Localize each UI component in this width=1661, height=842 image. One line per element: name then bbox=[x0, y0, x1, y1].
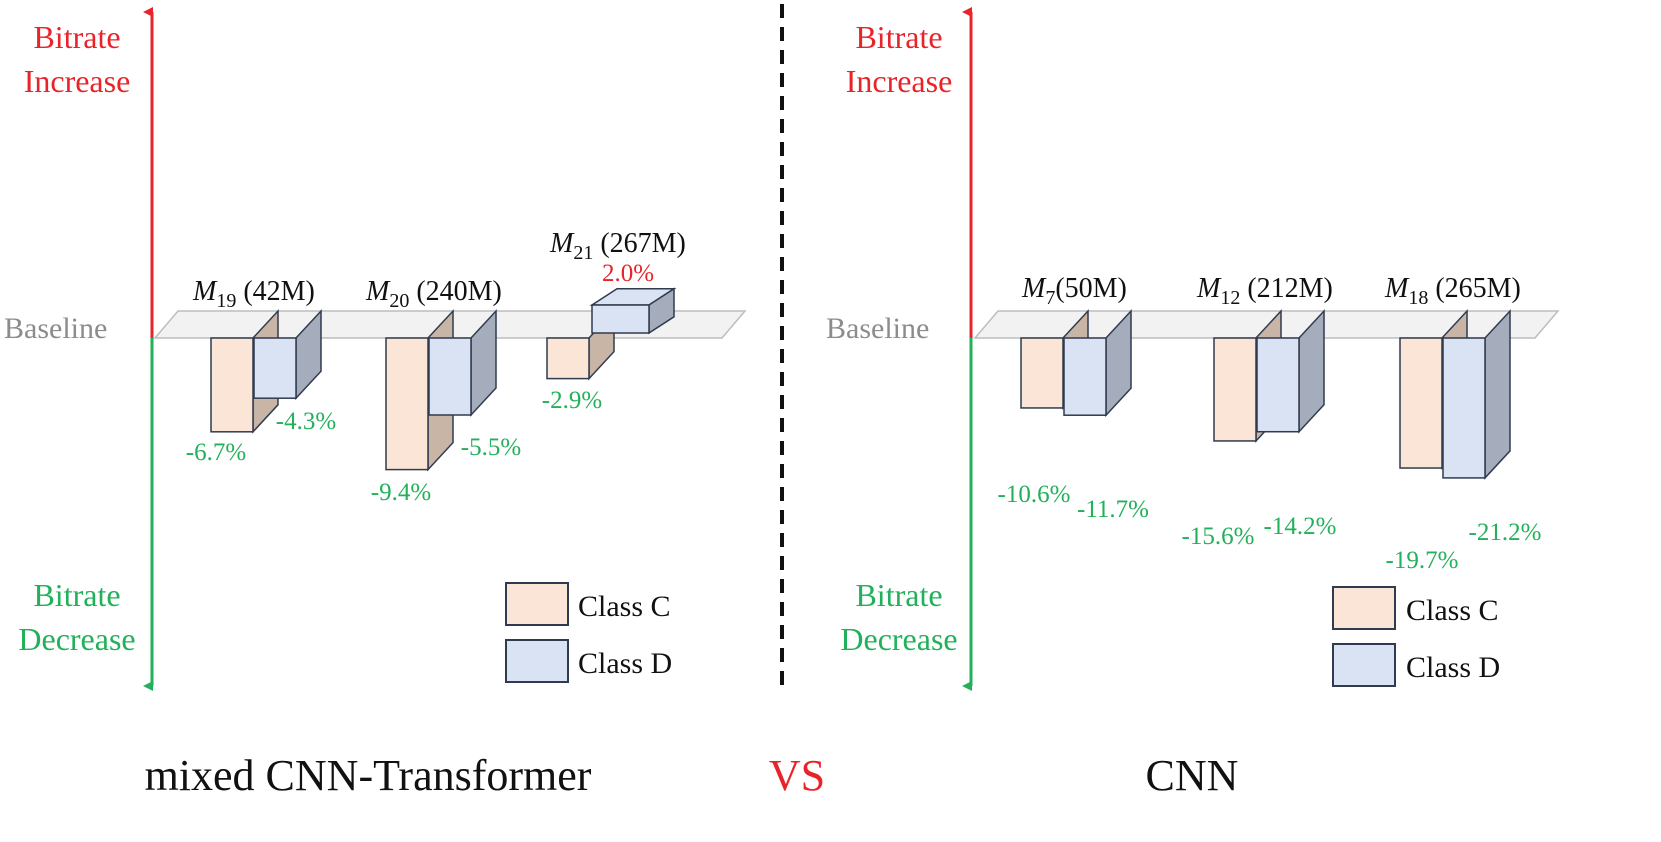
bar-class-d-2 bbox=[1442, 309, 1511, 480]
bars: M7(50M) -10.6%-11.7% M12 (212M) -15.6% -14.2… bbox=[998, 273, 1542, 574]
bar-class-d-0 bbox=[253, 309, 322, 401]
value-label-class-c-1: -9.4% bbox=[371, 479, 431, 506]
legend-label-class-c: Class C bbox=[1406, 594, 1499, 627]
value-label-class-d-0: -11.7% bbox=[1077, 496, 1149, 523]
bar-class-c-2-front bbox=[1399, 337, 1443, 469]
group-label-0: M19 (42M) bbox=[192, 276, 315, 312]
value-label-class-d-2: -21.2% bbox=[1469, 519, 1542, 546]
increase-label-line1: Bitrate bbox=[855, 19, 942, 55]
value-label-class-c-2: -2.9% bbox=[542, 387, 602, 414]
legend-swatch-class-d bbox=[1332, 643, 1396, 687]
increase-label-line2: Increase bbox=[24, 63, 131, 99]
bar-class-c-2-front bbox=[546, 337, 590, 380]
bar-class-d-1-front bbox=[1256, 337, 1300, 433]
bar-class-d-2-front bbox=[591, 304, 650, 334]
decrease-label-line2: Decrease bbox=[18, 621, 135, 657]
group-label-0: M7(50M) bbox=[1021, 273, 1127, 309]
value-label-class-c-0: -10.6% bbox=[998, 481, 1071, 508]
bar-class-c-0-front bbox=[1020, 337, 1064, 409]
bar-class-d-1-front bbox=[428, 337, 472, 416]
value-label-class-d-2: 2.0% bbox=[602, 260, 654, 287]
panel-mixed-cnn-transformer: Bitrate Increase Bitrate Decrease Baseli… bbox=[4, 7, 747, 691]
legend-swatch-class-c bbox=[505, 582, 569, 626]
legend-swatch-class-d bbox=[505, 639, 569, 683]
decrease-label-line1: Bitrate bbox=[855, 577, 942, 613]
footer-right-label: CNN bbox=[1146, 751, 1239, 800]
group-label-2: M18 (265M) bbox=[1384, 273, 1521, 309]
bar-class-c-1-front bbox=[1213, 337, 1257, 442]
value-label-class-c-2: -19.7% bbox=[1386, 547, 1459, 574]
group-label-1: M20 (240M) bbox=[365, 276, 502, 312]
value-label-class-c-1: -15.6% bbox=[1182, 523, 1255, 550]
baseline-label: Baseline bbox=[4, 312, 107, 345]
bar-class-d-2-side bbox=[1484, 309, 1511, 480]
bar-class-c-0-front bbox=[210, 337, 254, 433]
bar-class-d-0 bbox=[1063, 309, 1132, 418]
baseline-label: Baseline bbox=[826, 312, 929, 345]
panel-cnn: Bitrate Increase Bitrate Decrease Baseli… bbox=[826, 7, 1560, 691]
value-label-class-d-0: -4.3% bbox=[276, 408, 336, 435]
bars: M19 (42M) -6.7% -4.3% M20 (240M) -9.4% -5.5% M… bbox=[186, 228, 686, 506]
group-label-2: M21 (267M) bbox=[549, 228, 686, 264]
legend-swatch-class-c bbox=[1332, 586, 1396, 630]
legend-label-class-c: Class C bbox=[578, 590, 671, 623]
increase-label-line2: Increase bbox=[846, 63, 953, 99]
bar-class-d-0-front bbox=[1063, 337, 1107, 416]
decrease-label-line1: Bitrate bbox=[33, 577, 120, 613]
bar-class-d-1 bbox=[1256, 309, 1325, 434]
group-label-1: M12 (212M) bbox=[1196, 273, 1333, 309]
legend-label-class-d: Class D bbox=[578, 647, 672, 680]
bar-class-c-1-front bbox=[385, 337, 429, 471]
decrease-label-line2: Decrease bbox=[840, 621, 957, 657]
footer-vs-label: VS bbox=[769, 751, 825, 800]
bar-class-d-2-front bbox=[1442, 337, 1486, 479]
bar-class-d-2 bbox=[589, 287, 677, 335]
increase-label-line1: Bitrate bbox=[33, 19, 120, 55]
value-label-class-d-1: -14.2% bbox=[1264, 513, 1337, 540]
legend-label-class-d: Class D bbox=[1406, 651, 1500, 684]
value-label-class-c-0: -6.7% bbox=[186, 439, 246, 466]
bar-class-d-1 bbox=[428, 309, 497, 417]
footer-left-label: mixed CNN-Transformer bbox=[145, 751, 592, 800]
value-label-class-d-1: -5.5% bbox=[461, 434, 521, 461]
bar-class-d-0-front bbox=[253, 337, 297, 399]
